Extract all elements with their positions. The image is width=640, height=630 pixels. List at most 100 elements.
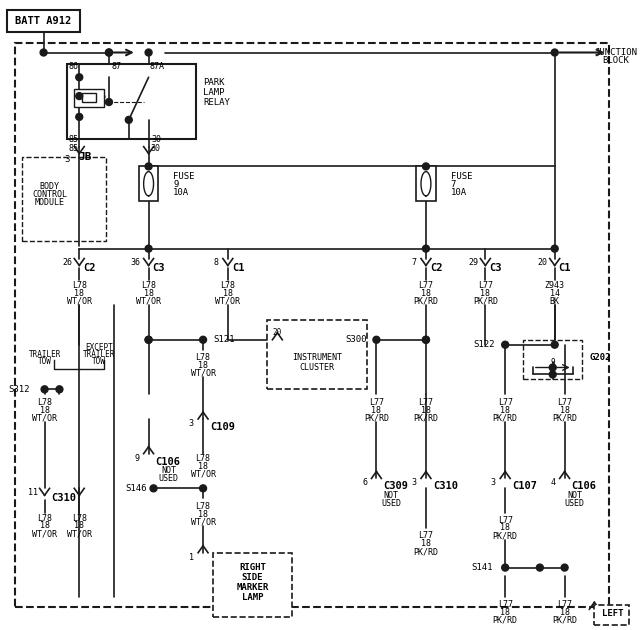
Bar	[82, 93, 96, 102]
Text: L78: L78	[196, 353, 211, 362]
Text: PK/RD: PK/RD	[364, 413, 389, 423]
Text: 18: 18	[74, 289, 84, 298]
Text: L77: L77	[419, 281, 433, 290]
Text: PK/RD: PK/RD	[413, 297, 438, 306]
Text: 30: 30	[150, 144, 161, 153]
Text: 18: 18	[500, 524, 510, 532]
Bar	[213, 553, 292, 617]
Circle shape	[422, 336, 429, 343]
Text: 86: 86	[68, 62, 78, 71]
Text: CLUSTER: CLUSTER	[300, 363, 335, 372]
Text: L77: L77	[419, 398, 433, 407]
Text: WT/OR: WT/OR	[136, 297, 161, 306]
Text: PK/RD: PK/RD	[552, 616, 577, 624]
Text: 29: 29	[468, 258, 479, 267]
Text: L78: L78	[37, 398, 52, 407]
Circle shape	[373, 336, 380, 343]
Circle shape	[502, 564, 509, 571]
Text: C2: C2	[430, 263, 442, 273]
Text: 7: 7	[412, 258, 417, 267]
Text: 6: 6	[362, 478, 367, 487]
Text: 11: 11	[28, 488, 38, 497]
Text: TOW: TOW	[92, 357, 106, 366]
Text: 87: 87	[112, 62, 122, 71]
Text: PK/RD: PK/RD	[493, 616, 518, 624]
Circle shape	[145, 336, 152, 343]
Text: TOW: TOW	[38, 357, 51, 366]
Text: PK/RD: PK/RD	[473, 297, 498, 306]
Text: L77: L77	[369, 398, 384, 407]
Text: WT/OR: WT/OR	[67, 529, 92, 539]
Text: 9: 9	[173, 180, 179, 189]
Text: 3: 3	[65, 155, 70, 164]
Text: PK/RD: PK/RD	[552, 413, 577, 423]
Text: 36: 36	[131, 258, 141, 267]
Text: TRAILER: TRAILER	[28, 350, 61, 359]
Text: PK/RD: PK/RD	[493, 531, 518, 541]
Text: PK/RD: PK/RD	[493, 413, 518, 423]
Circle shape	[561, 564, 568, 571]
Text: 18: 18	[74, 522, 84, 530]
Text: 85: 85	[68, 135, 78, 144]
Text: WT/OR: WT/OR	[191, 517, 216, 527]
Text: 18: 18	[500, 608, 510, 617]
Text: 18: 18	[143, 289, 154, 298]
Text: USED: USED	[158, 474, 179, 483]
Text: L78: L78	[220, 281, 236, 290]
Text: S141: S141	[472, 563, 493, 572]
Text: C2: C2	[83, 263, 96, 273]
Text: C310: C310	[51, 493, 77, 503]
Text: CONTROL: CONTROL	[32, 190, 67, 198]
Text: RELAY: RELAY	[203, 98, 230, 106]
Text: 1: 1	[189, 553, 194, 562]
Text: 7: 7	[451, 180, 456, 189]
Text: 18: 18	[500, 406, 510, 415]
Bar	[268, 320, 367, 389]
Text: 18: 18	[223, 289, 233, 298]
Circle shape	[200, 485, 207, 492]
Text: EXCEPT: EXCEPT	[85, 343, 113, 352]
Text: TRAILER: TRAILER	[83, 350, 115, 359]
Circle shape	[422, 336, 429, 343]
Bar	[416, 166, 436, 201]
Text: 3: 3	[491, 478, 496, 487]
Text: 87A: 87A	[149, 62, 164, 71]
Text: 18: 18	[198, 361, 208, 370]
Text: 8: 8	[214, 258, 218, 267]
Text: NOT: NOT	[161, 466, 176, 475]
Circle shape	[145, 336, 152, 343]
Text: FUSE: FUSE	[451, 172, 472, 181]
Text: L77: L77	[419, 531, 433, 541]
Text: S312: S312	[8, 385, 29, 394]
Circle shape	[551, 49, 558, 56]
Text: 20: 20	[538, 258, 548, 267]
Text: L78: L78	[37, 513, 52, 522]
Text: MARKER: MARKER	[236, 583, 269, 592]
Text: S300: S300	[345, 335, 367, 344]
Circle shape	[145, 245, 152, 252]
Text: INSTRUMENT: INSTRUMENT	[292, 353, 342, 362]
Circle shape	[150, 485, 157, 492]
Text: 18: 18	[40, 522, 49, 530]
Text: L78: L78	[196, 454, 211, 463]
Text: L77: L77	[478, 281, 493, 290]
FancyBboxPatch shape	[7, 10, 80, 32]
Circle shape	[551, 245, 558, 252]
Text: C3: C3	[152, 263, 165, 273]
Bar	[74, 89, 104, 107]
Text: MODULE: MODULE	[35, 198, 65, 207]
Text: WT/OR: WT/OR	[32, 529, 57, 539]
Text: WT/OR: WT/OR	[215, 297, 241, 306]
Text: BODY: BODY	[40, 181, 60, 191]
Text: NOT: NOT	[384, 491, 399, 500]
Text: WT/OR: WT/OR	[191, 470, 216, 479]
Bar	[22, 156, 106, 241]
Circle shape	[106, 98, 113, 105]
Text: PK/RD: PK/RD	[413, 413, 438, 423]
Text: L77: L77	[498, 600, 513, 609]
Text: BK: BK	[550, 297, 560, 306]
Text: C106: C106	[572, 481, 596, 491]
Text: L77: L77	[557, 600, 572, 609]
Text: C1: C1	[559, 263, 571, 273]
Text: 85: 85	[68, 144, 78, 153]
